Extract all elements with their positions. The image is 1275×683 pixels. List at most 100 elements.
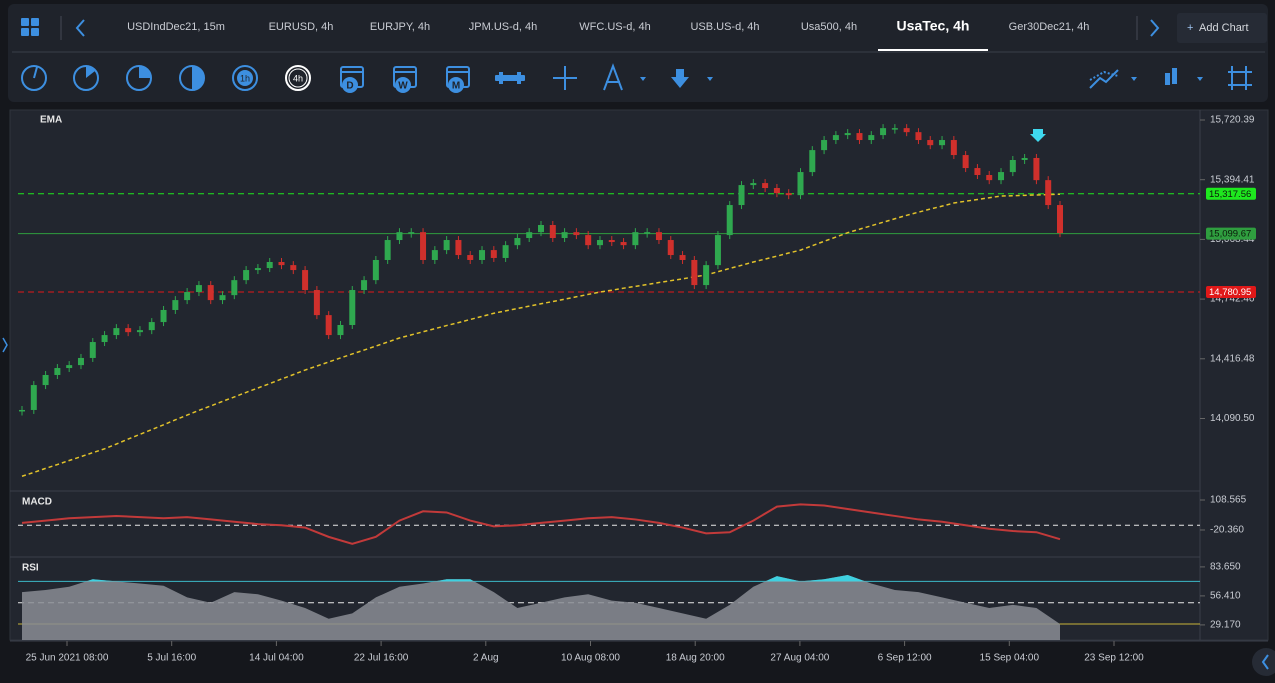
add-chart-button[interactable] bbox=[1177, 13, 1267, 43]
calendar-icon[interactable] bbox=[446, 66, 470, 93]
candle bbox=[384, 240, 391, 260]
candle bbox=[773, 188, 780, 194]
add-chart-label[interactable]: Add Chart bbox=[1199, 22, 1249, 34]
price-tag bbox=[1206, 286, 1256, 299]
tab[interactable]: USB.US-d, 4h bbox=[690, 21, 759, 33]
candle bbox=[915, 132, 922, 141]
menu-icon[interactable] bbox=[21, 18, 39, 36]
candle bbox=[490, 250, 497, 258]
candle bbox=[703, 265, 710, 286]
y-tick-label: 14,416.48 bbox=[1210, 353, 1255, 364]
candle bbox=[372, 259, 379, 281]
candle bbox=[467, 255, 474, 260]
candle bbox=[632, 232, 639, 246]
candle bbox=[113, 328, 120, 336]
candle bbox=[1045, 180, 1052, 206]
candle bbox=[254, 268, 261, 271]
period-icon[interactable] bbox=[21, 65, 47, 91]
calendar-icon[interactable] bbox=[393, 66, 417, 93]
x-tick-label: 18 Aug 20:00 bbox=[666, 653, 725, 664]
candle bbox=[974, 168, 981, 176]
candle bbox=[738, 185, 745, 206]
candle bbox=[313, 290, 320, 316]
y-tick-label: 15,394.41 bbox=[1210, 174, 1255, 185]
candle bbox=[596, 240, 603, 246]
tab[interactable]: EURUSD, 4h bbox=[269, 21, 334, 33]
candle bbox=[797, 172, 804, 196]
ema-line bbox=[21, 193, 1061, 477]
candle bbox=[337, 324, 344, 336]
candle bbox=[573, 232, 580, 236]
candle bbox=[856, 133, 863, 141]
tab[interactable]: Usa500, 4h bbox=[801, 21, 857, 33]
candle bbox=[549, 225, 556, 239]
candle bbox=[231, 280, 238, 296]
side-toggle[interactable] bbox=[2, 337, 8, 353]
tabs-next[interactable] bbox=[1150, 19, 1160, 37]
candle bbox=[184, 292, 191, 301]
candle bbox=[561, 232, 568, 239]
candle bbox=[243, 270, 250, 281]
period-icon-active[interactable] bbox=[285, 65, 311, 91]
candle bbox=[986, 175, 993, 181]
crosshair-icon[interactable] bbox=[553, 66, 577, 90]
ruler-icon[interactable] bbox=[495, 72, 525, 84]
candle bbox=[195, 285, 202, 293]
period-icon[interactable] bbox=[232, 65, 258, 91]
candle bbox=[962, 155, 969, 169]
candle bbox=[207, 285, 214, 301]
tab[interactable]: EURJPY, 4h bbox=[370, 21, 430, 33]
period-label: 1h bbox=[240, 73, 250, 83]
y-tick-label: 29.170 bbox=[1210, 620, 1241, 631]
price-tag-label: 14,780.95 bbox=[1209, 287, 1251, 298]
candle bbox=[691, 259, 698, 286]
drawing-icon[interactable] bbox=[603, 63, 646, 91]
calendar-label: M bbox=[452, 81, 460, 92]
candle bbox=[939, 140, 946, 146]
candle bbox=[927, 140, 934, 146]
price-tag-label: 15,317.56 bbox=[1209, 189, 1251, 200]
x-tick-label: 14 Jul 04:00 bbox=[249, 653, 304, 664]
candle bbox=[172, 300, 179, 310]
tab[interactable]: JPM.US-d, 4h bbox=[469, 21, 537, 33]
candle bbox=[785, 193, 792, 196]
tab[interactable]: Ger30Dec21, 4h bbox=[1009, 21, 1090, 33]
indicator-label: EMA bbox=[40, 115, 62, 126]
x-tick-label: 10 Aug 08:00 bbox=[561, 653, 620, 664]
candle bbox=[844, 133, 851, 136]
tabs-prev[interactable] bbox=[75, 19, 85, 37]
candle bbox=[349, 290, 356, 325]
price-tag-label: 15,099.67 bbox=[1209, 229, 1251, 240]
y-tick-label: 14,090.50 bbox=[1210, 413, 1255, 424]
candle bbox=[160, 309, 167, 323]
chart-type-icon[interactable] bbox=[1165, 68, 1203, 85]
calendar-icon[interactable] bbox=[340, 66, 364, 93]
candle bbox=[655, 232, 662, 241]
candle bbox=[19, 409, 25, 412]
calendar-label: D bbox=[346, 81, 353, 92]
y-tick-label: 108.565 bbox=[1210, 495, 1247, 506]
tab[interactable]: WFC.US-d, 4h bbox=[579, 21, 651, 33]
y-tick-label: 14,742.46 bbox=[1210, 294, 1255, 305]
indicator-icon[interactable] bbox=[1089, 69, 1137, 89]
add-chart-plus: + bbox=[1187, 22, 1193, 34]
grid-icon[interactable] bbox=[1228, 66, 1252, 90]
y-tick-label: 15,720.39 bbox=[1210, 115, 1255, 126]
candle bbox=[89, 342, 96, 358]
toolbar bbox=[21, 63, 1252, 93]
tab[interactable]: UsaTec, 4h bbox=[897, 18, 970, 34]
arrow-icon[interactable] bbox=[671, 69, 713, 88]
candle bbox=[502, 245, 509, 258]
tab[interactable]: USDIndDec21, 15m bbox=[127, 21, 225, 33]
header bbox=[8, 4, 1268, 102]
signal-arrow bbox=[1030, 129, 1046, 142]
price-tag bbox=[1206, 187, 1256, 200]
candle bbox=[868, 135, 875, 141]
x-tick-label: 6 Sep 12:00 bbox=[878, 653, 932, 664]
candle bbox=[420, 232, 427, 260]
y-tick-label: 56.410 bbox=[1210, 591, 1241, 602]
indicator-label: MACD bbox=[22, 497, 52, 508]
candle bbox=[125, 328, 132, 333]
candle bbox=[148, 322, 155, 331]
